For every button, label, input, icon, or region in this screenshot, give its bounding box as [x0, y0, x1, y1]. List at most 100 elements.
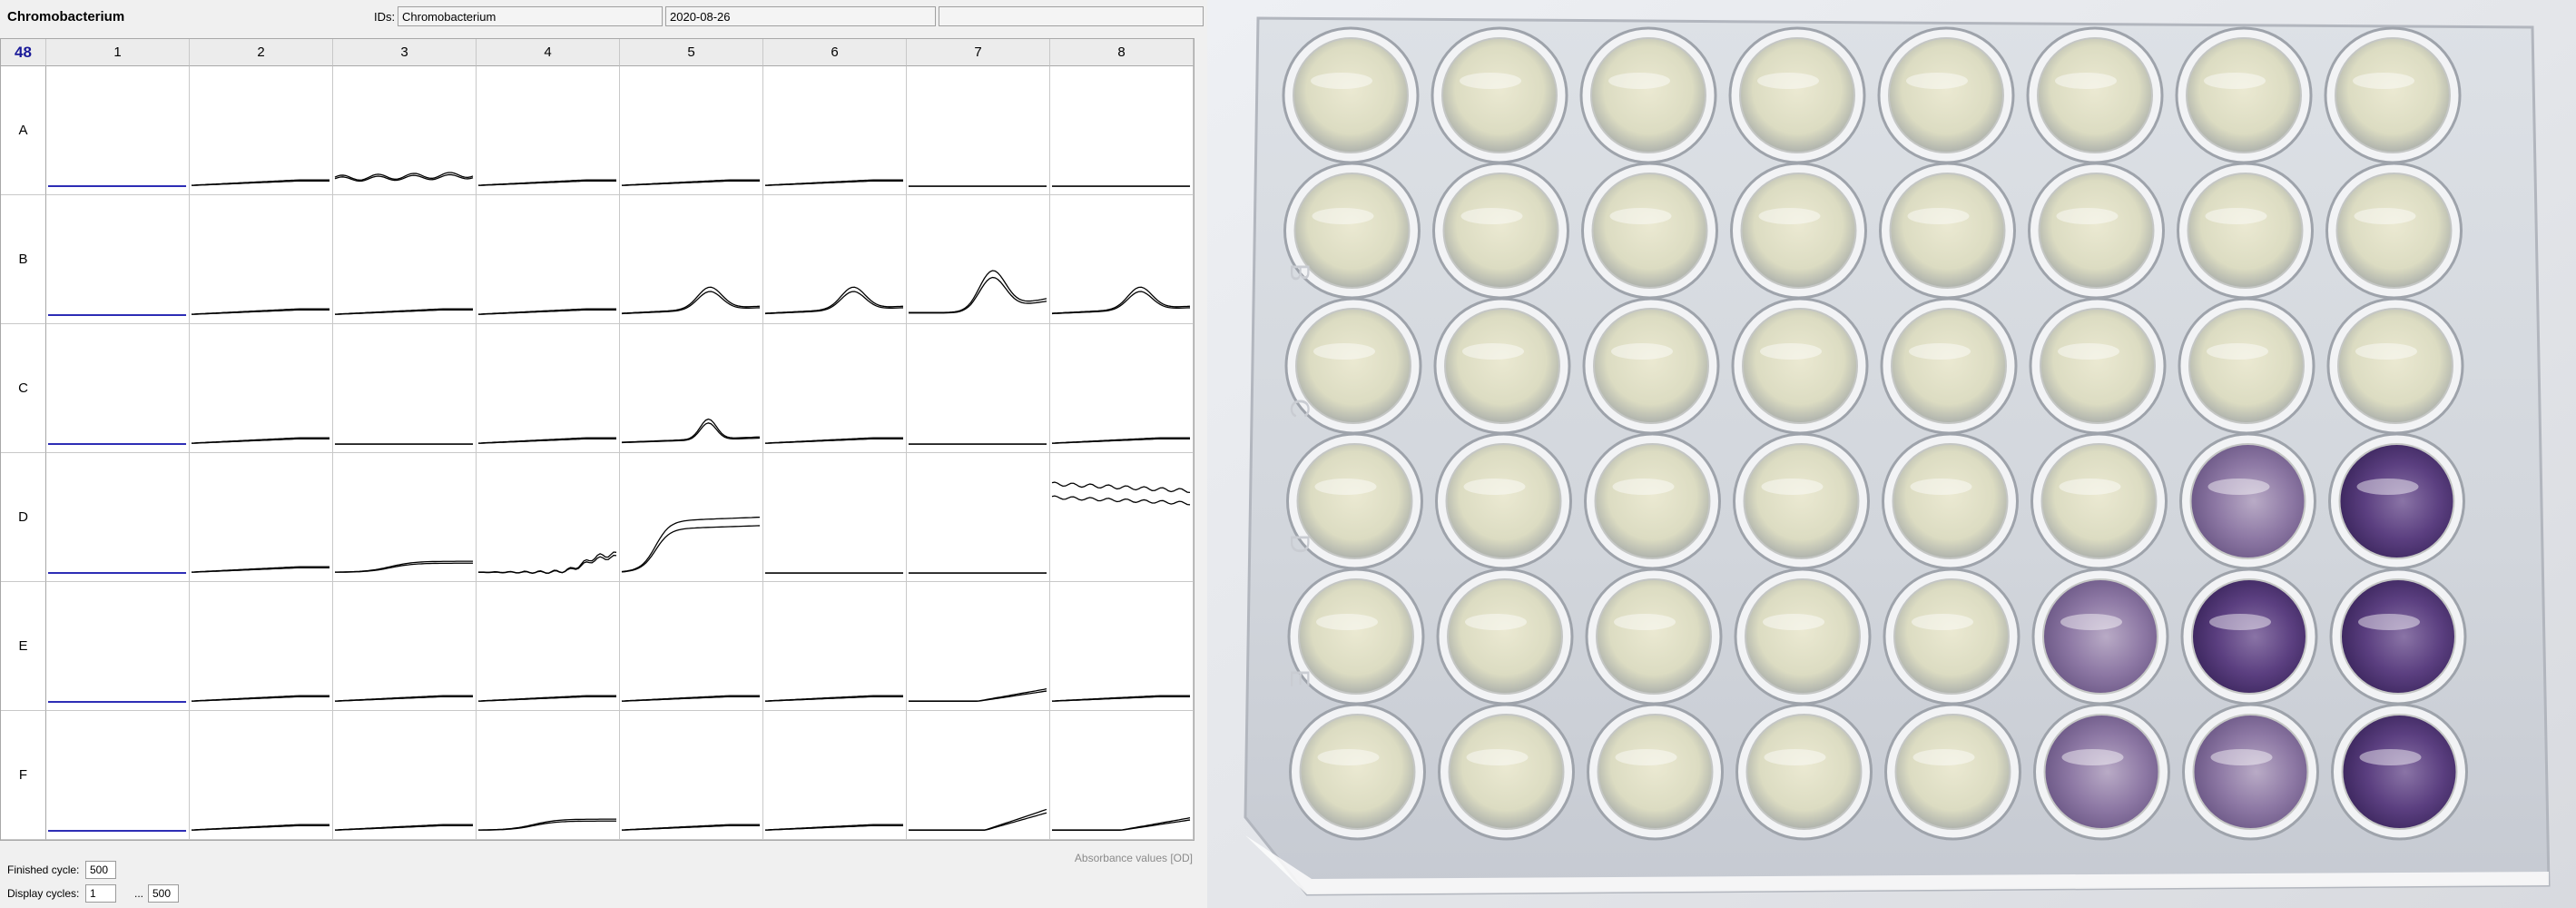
photo-well [2326, 297, 2464, 435]
display-from-field[interactable]: 1 [85, 884, 116, 903]
photo-well [1728, 26, 1866, 164]
well-plot[interactable] [46, 324, 190, 453]
well-plot[interactable] [190, 66, 333, 195]
well-plot[interactable] [763, 582, 907, 711]
well-plot[interactable] [333, 66, 477, 195]
id-field-3[interactable] [939, 6, 1204, 26]
growth-curve [477, 554, 617, 575]
well-plot[interactable] [1050, 195, 1194, 324]
well-plot[interactable] [477, 324, 620, 453]
growth-curve [191, 567, 330, 573]
plate-letters: B C D E [1284, 263, 1314, 687]
photo-well [1435, 432, 1572, 570]
well-plot[interactable] [620, 324, 763, 453]
photo-well [1289, 703, 1426, 841]
photo-well [1730, 162, 1867, 300]
well-plot[interactable] [46, 711, 190, 840]
photo-well [1733, 432, 1870, 570]
plate-letter: B [1284, 263, 1314, 281]
growth-curve [334, 824, 474, 831]
well-plot[interactable] [763, 195, 907, 324]
column-header: 2 [190, 39, 333, 66]
column-header: 4 [477, 39, 620, 66]
well-plot[interactable] [190, 324, 333, 453]
well-plot[interactable] [190, 453, 333, 582]
finished-cycle-field[interactable]: 500 [85, 861, 116, 879]
growth-curve [621, 696, 761, 702]
growth-curve [1051, 696, 1191, 702]
well-plot[interactable] [46, 195, 190, 324]
well-plot[interactable] [477, 582, 620, 711]
well-plot[interactable] [763, 324, 907, 453]
growth-curve [1051, 286, 1191, 314]
well-plot[interactable] [620, 66, 763, 195]
well-plot[interactable] [1050, 711, 1194, 840]
photo-well [2180, 568, 2318, 706]
photo-well [1433, 297, 1571, 435]
well-plot[interactable] [620, 582, 763, 711]
photo-well [1432, 162, 1569, 300]
row-header: A [1, 66, 46, 195]
well-plot[interactable] [477, 195, 620, 324]
well-plot[interactable] [907, 711, 1050, 840]
well-plot[interactable] [620, 711, 763, 840]
well-plot[interactable] [907, 324, 1050, 453]
well-plot[interactable] [333, 195, 477, 324]
well-plot[interactable] [907, 195, 1050, 324]
growth-curve [477, 696, 617, 702]
well-plot[interactable] [763, 453, 907, 582]
growth-curve [191, 696, 330, 702]
photo-well [2325, 162, 2463, 300]
well-plot[interactable] [333, 324, 477, 453]
display-to-field[interactable]: 500 [148, 884, 179, 903]
well-plot[interactable] [477, 711, 620, 840]
well-plot[interactable] [907, 66, 1050, 195]
well-plot[interactable] [477, 66, 620, 195]
well-plot[interactable] [333, 582, 477, 711]
column-header: 6 [763, 39, 907, 66]
column-header: 8 [1050, 39, 1194, 66]
photo-well [2026, 26, 2164, 164]
well-plot[interactable] [1050, 453, 1194, 582]
photo-well [1731, 297, 1869, 435]
growth-curve [621, 525, 761, 573]
well-plot[interactable] [190, 582, 333, 711]
well-plot[interactable] [333, 453, 477, 582]
plate-letter: E [1284, 669, 1314, 687]
growth-curve [621, 824, 761, 831]
photo-well [1438, 703, 1575, 841]
well-plot[interactable] [907, 453, 1050, 582]
growth-curve [1051, 819, 1191, 832]
well-plot[interactable] [1050, 324, 1194, 453]
growth-curve [908, 812, 1047, 832]
well-plot[interactable] [46, 582, 190, 711]
well-plot[interactable] [620, 453, 763, 582]
photo-well [2028, 162, 2165, 300]
photo-well [2030, 432, 2168, 570]
well-plot[interactable] [333, 711, 477, 840]
row-header: C [1, 324, 46, 453]
well-plot[interactable] [1050, 582, 1194, 711]
id-field-1[interactable]: Chromobacterium [398, 6, 663, 26]
well-plot[interactable] [763, 66, 907, 195]
photo-well [1436, 568, 1574, 706]
well-plot[interactable] [477, 453, 620, 582]
id-field-2[interactable]: 2020-08-26 [665, 6, 936, 26]
well-plot[interactable] [46, 66, 190, 195]
photo-well [1431, 26, 1568, 164]
growth-curve [334, 309, 474, 315]
well-plot[interactable] [907, 582, 1050, 711]
growth-curve [1051, 817, 1191, 831]
well-plot[interactable] [1050, 66, 1194, 195]
well-plot[interactable] [763, 711, 907, 840]
well-plot[interactable] [46, 453, 190, 582]
photo-well [2177, 162, 2314, 300]
well-plot[interactable] [620, 195, 763, 324]
well-plot[interactable] [190, 195, 333, 324]
photo-well [1883, 568, 2020, 706]
growth-curve [908, 688, 1047, 702]
plate-photo: B C D E [1207, 0, 2576, 908]
well-plot[interactable] [190, 711, 333, 840]
growth-curve [908, 276, 1047, 314]
photo-well [2029, 297, 2167, 435]
